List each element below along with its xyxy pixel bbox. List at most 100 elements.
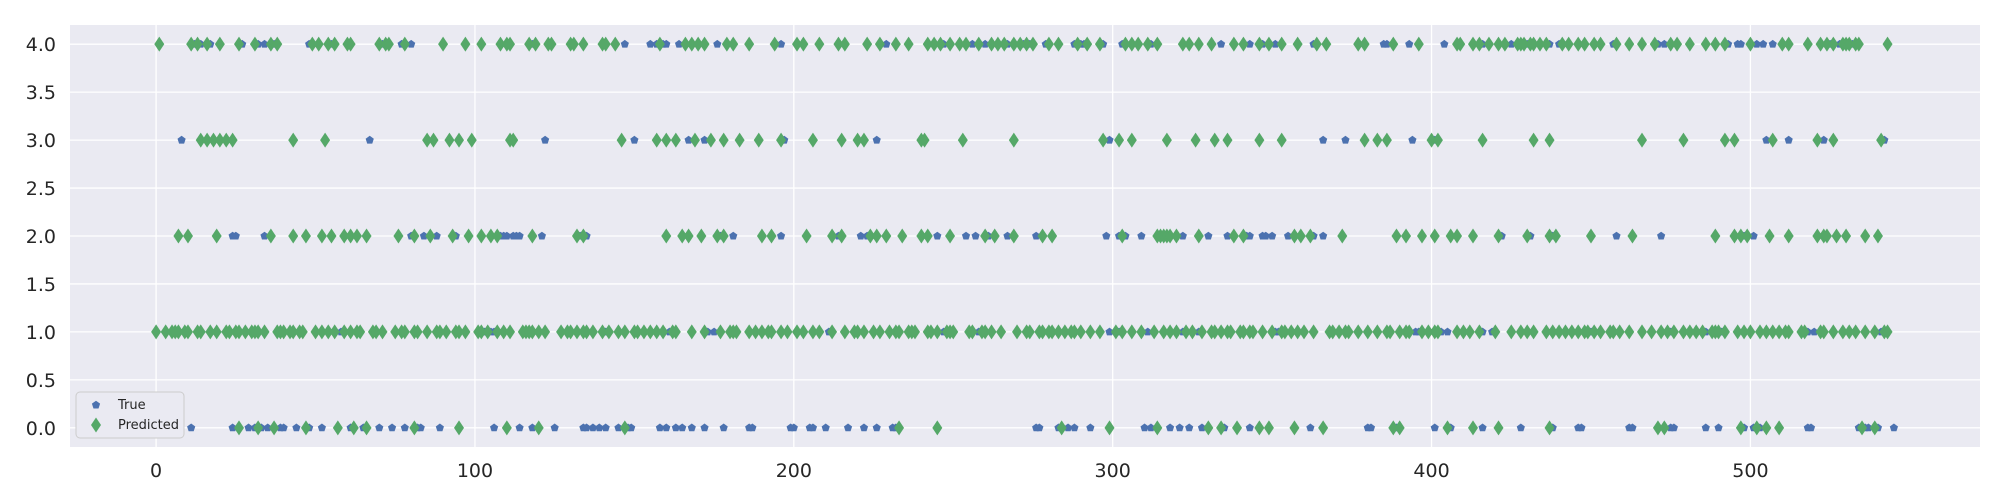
point-predicted [1190, 132, 1201, 148]
point-predicted [288, 132, 299, 148]
point-predicted [527, 228, 538, 244]
point-predicted [355, 324, 366, 340]
point-true [407, 39, 416, 48]
point-predicted [556, 324, 567, 340]
point-predicted [731, 324, 742, 340]
point-predicted [1442, 420, 1453, 436]
point-predicted [565, 324, 576, 340]
point-predicted [211, 228, 222, 244]
point-true [1762, 135, 1771, 144]
point-predicted [581, 324, 592, 340]
point-true [1440, 39, 1449, 48]
point-predicted [945, 228, 956, 244]
point-predicted [986, 324, 997, 340]
point-predicted [989, 228, 1000, 244]
point-predicted [533, 324, 544, 340]
point-predicted [495, 36, 506, 52]
point-predicted [945, 36, 956, 52]
point-predicted [186, 36, 197, 52]
point-predicted [670, 324, 681, 340]
point-predicted [1656, 324, 1667, 340]
point-predicted [1659, 420, 1670, 436]
point-predicted [1585, 228, 1596, 244]
point-predicted [492, 324, 503, 340]
point-predicted [227, 132, 238, 148]
point-predicted [240, 324, 251, 340]
point-predicted [1493, 228, 1504, 244]
point-predicted [182, 324, 193, 340]
point-predicted [374, 36, 385, 52]
point-true [177, 135, 186, 144]
point-predicted [916, 228, 927, 244]
y-tick-label: 3.5 [26, 82, 56, 104]
point-true [595, 423, 604, 432]
point-predicted [734, 132, 745, 148]
point-predicted [1126, 132, 1137, 148]
point-true [231, 231, 240, 240]
point-true [502, 231, 511, 240]
point-true [317, 423, 326, 432]
x-tick-label: 500 [1732, 460, 1768, 482]
y-tick-label: 0.5 [26, 370, 56, 392]
point-predicted [1321, 36, 1332, 52]
point-predicted [1684, 36, 1695, 52]
point-true [662, 39, 671, 48]
point-predicted [195, 324, 206, 340]
point-predicted [393, 228, 404, 244]
point-predicted [980, 228, 991, 244]
point-predicted [272, 36, 283, 52]
point-predicted [1263, 420, 1274, 436]
point-predicted [412, 324, 423, 340]
point-true [244, 423, 253, 432]
point-predicted [1043, 36, 1054, 52]
point-predicted [1276, 132, 1287, 148]
point-true [1341, 135, 1350, 144]
point-true [1612, 231, 1621, 240]
point-predicted [897, 228, 908, 244]
point-predicted [1589, 324, 1600, 340]
point-predicted [1735, 228, 1746, 244]
point-true [971, 231, 980, 240]
point-predicted [814, 36, 825, 52]
point-predicted [1203, 420, 1214, 436]
point-predicted [1391, 228, 1402, 244]
point-predicted [1876, 132, 1887, 148]
point-predicted [954, 36, 965, 52]
point-predicted [259, 324, 270, 340]
point-predicted [1024, 324, 1035, 340]
point-predicted [498, 324, 509, 340]
point-true [515, 423, 524, 432]
point-true [687, 423, 696, 432]
point-predicted [948, 324, 959, 340]
point-predicted [1777, 36, 1788, 52]
point-predicted [316, 324, 327, 340]
point-true [1070, 423, 1079, 432]
point-true [627, 423, 636, 432]
point-predicted [1774, 420, 1785, 436]
point-predicted [1783, 36, 1794, 52]
point-true [582, 423, 591, 432]
point-true [601, 423, 610, 432]
point-predicted [1394, 420, 1405, 436]
point-predicted [680, 36, 691, 52]
y-axis-ticks: 0.0 0.5 1.0 1.5 2.0 2.5 3.0 3.5 4.0 [26, 34, 56, 440]
point-predicted [454, 324, 465, 340]
point-predicted [1295, 228, 1306, 244]
point-predicted [1713, 324, 1724, 340]
point-predicted [1165, 228, 1176, 244]
point-true [387, 423, 397, 432]
point-predicted [482, 324, 493, 340]
point-predicted [214, 132, 225, 148]
point-predicted [807, 324, 818, 340]
point-predicted [278, 324, 289, 340]
point-predicted [1589, 36, 1600, 52]
point-predicted [1372, 324, 1383, 340]
point-predicted [1662, 324, 1673, 340]
point-predicted [1729, 228, 1740, 244]
point-predicted [881, 228, 892, 244]
point-predicted [798, 324, 809, 340]
point-predicted [715, 324, 726, 340]
point-predicted [1426, 132, 1437, 148]
point-predicted [1232, 420, 1243, 436]
point-predicted [1094, 324, 1105, 340]
